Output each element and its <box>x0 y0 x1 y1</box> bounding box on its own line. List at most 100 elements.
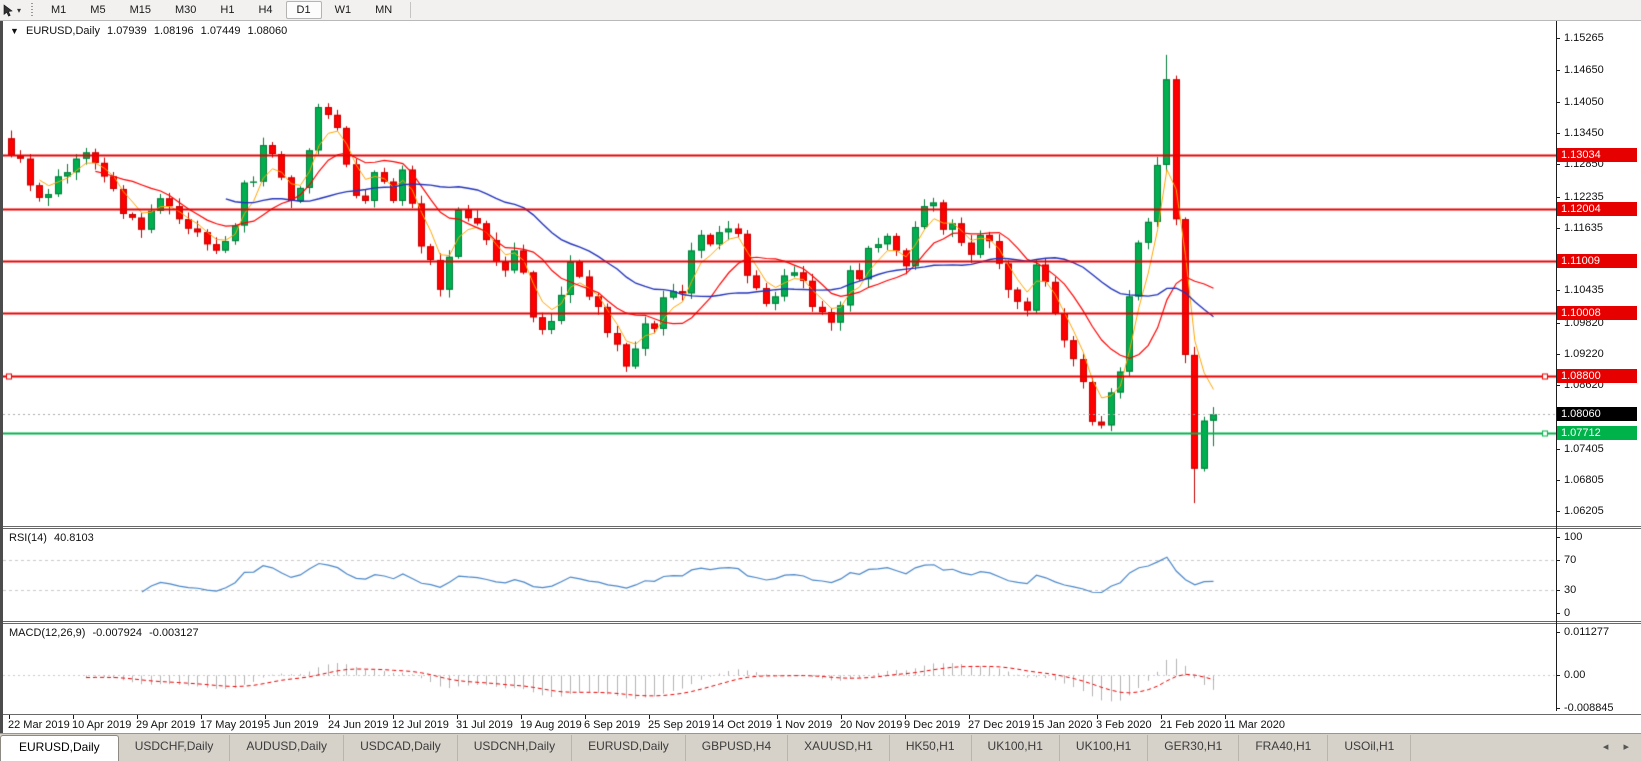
chart-tabs: EURUSD,Daily USDCHF,Daily AUDUSD,Daily USDC… <box>0 734 1412 761</box>
date-label: 27 Dec 2019 <box>968 719 1031 731</box>
chart-tab-gbpusd-h4[interactable]: GBPUSD,H4 <box>686 735 789 761</box>
macd-main-value: -0.007924 <box>92 627 143 639</box>
ohlc-close: 1.08060 <box>247 25 288 37</box>
resistance-line-badge[interactable]: 1.11009 <box>1557 254 1637 268</box>
resistance-line-badge[interactable]: 1.08800 <box>1557 369 1637 383</box>
axis-tick <box>1556 385 1560 386</box>
timeframe-button-m30[interactable]: M30 <box>174 4 197 16</box>
date-tick <box>841 715 842 719</box>
date-label: 29 Apr 2019 <box>136 719 196 731</box>
axis-tick <box>1556 613 1560 614</box>
date-label: 21 Feb 2020 <box>1160 719 1222 731</box>
date-label: 1 Nov 2019 <box>776 719 833 731</box>
resistance-line-badge[interactable]: 1.10008 <box>1557 306 1637 320</box>
price-tick-label: 1.11635 <box>1564 222 1603 234</box>
chart-tab-ger30-h1[interactable]: GER30,H1 <box>1148 735 1240 761</box>
toolbar-separator <box>410 2 412 18</box>
resistance-line-badge[interactable]: 1.12004 <box>1557 202 1637 216</box>
resistance-line-badge[interactable]: 1.13034 <box>1557 148 1637 162</box>
toolbar-grip-handle[interactable] <box>30 3 36 17</box>
date-tick <box>329 715 330 719</box>
rsi-canvas[interactable] <box>3 529 1556 621</box>
date-label: 22 Mar 2019 <box>8 719 70 731</box>
axis-tick <box>1556 133 1560 134</box>
date-label: 10 Apr 2019 <box>72 719 132 731</box>
chart-tab-eurusd-daily[interactable]: EURUSD,Daily <box>572 735 686 761</box>
timeframe-button-w1[interactable]: W1 <box>334 4 352 16</box>
chart-tab-audusd-daily[interactable]: AUDUSD,Daily <box>230 735 345 761</box>
timeframe-group: M1 M5 M15 M30 H1 H4 D1 W1 MN <box>39 1 404 19</box>
timeframe-button-m1[interactable]: M1 <box>51 4 67 16</box>
axis-tick <box>1556 675 1560 676</box>
rsi-label: RSI(14) 40.8103 <box>9 532 98 544</box>
date-label: 12 Jul 2019 <box>392 719 449 731</box>
pane-separator[interactable] <box>3 526 1641 529</box>
dropdown-arrow-icon: ▾ <box>17 5 22 15</box>
timeframe-button-h4[interactable]: H4 <box>258 4 273 16</box>
date-tick <box>905 715 906 719</box>
date-tick <box>1225 715 1226 719</box>
support-line-badge[interactable]: 1.07712 <box>1557 426 1637 440</box>
timeframe-button-mn[interactable]: MN <box>375 4 393 16</box>
price-tick-label: 1.07405 <box>1564 443 1604 455</box>
chart-tab-uk100-h1[interactable]: UK100,H1 <box>1060 735 1149 761</box>
date-label: 6 Sep 2019 <box>584 719 641 731</box>
drawing-tool-button[interactable]: ▾ <box>0 1 24 19</box>
date-label: 17 May 2019 <box>200 719 264 731</box>
chart-tab-usdcnh-daily[interactable]: USDCNH,Daily <box>458 735 573 761</box>
price-axis-line <box>1556 21 1557 711</box>
ohlc-high: 1.08196 <box>153 25 194 37</box>
tabs-scroll-left-icon[interactable]: ◂ <box>1602 741 1615 753</box>
macd-canvas[interactable] <box>3 624 1556 714</box>
axis-tick <box>1556 164 1560 165</box>
price-tick-label: 1.06205 <box>1564 505 1604 517</box>
axis-tick <box>1556 560 1560 561</box>
main-chart-canvas[interactable] <box>3 21 1556 526</box>
price-tick-label: 1.12235 <box>1564 191 1604 203</box>
axis-tick <box>1556 449 1560 450</box>
date-tick <box>777 715 778 719</box>
axis-tick <box>1556 511 1560 512</box>
tabs-scroll-right-icon[interactable]: ▸ <box>1623 741 1635 753</box>
main-price-pane: ▼ EURUSD,Daily 1.07939 1.08196 1.07449 1… <box>3 21 1641 526</box>
current-price-badge: 1.08060 <box>1557 407 1637 421</box>
date-tick <box>9 715 10 719</box>
chart-tab-usdcad-daily[interactable]: USDCAD,Daily <box>344 735 458 761</box>
chart-tab-xauusd-h1[interactable]: XAUUSD,H1 <box>788 735 890 761</box>
date-tick <box>393 715 394 719</box>
axis-tick <box>1556 708 1560 709</box>
axis-tick <box>1556 354 1560 355</box>
rsi-tick-label: 30 <box>1564 584 1577 596</box>
date-tick <box>713 715 714 719</box>
macd-label: MACD(12,26,9) -0.007924 -0.003127 <box>9 627 203 639</box>
axis-tick <box>1556 197 1560 198</box>
chart-tab-fra40-h1[interactable]: FRA40,H1 <box>1239 735 1329 761</box>
ohlc-open: 1.07939 <box>107 25 147 37</box>
timeframe-button-d1[interactable]: D1 <box>285 1 322 19</box>
collapse-arrow-icon[interactable]: ▼ <box>10 26 19 36</box>
macd-pane: MACD(12,26,9) -0.007924 -0.003127 <box>3 624 1641 714</box>
date-label: 31 Jul 2019 <box>456 719 513 731</box>
timeframe-button-m15[interactable]: M15 <box>129 4 151 16</box>
timeframe-button-h1[interactable]: H1 <box>220 4 235 16</box>
chart-tab-usoil-h1[interactable]: USOil,H1 <box>1328 735 1412 761</box>
axis-tick <box>1556 632 1560 633</box>
rsi-tick-label: 0 <box>1564 607 1571 619</box>
chart-tab-hk50-h1[interactable]: HK50,H1 <box>890 735 972 761</box>
chart-tab-bar: EURUSD,Daily USDCHF,Daily AUDUSD,Daily USDC… <box>0 733 1641 762</box>
date-tick <box>1161 715 1162 719</box>
rsi-tick-label: 70 <box>1564 554 1577 566</box>
macd-name: MACD(12,26,9) <box>9 627 86 639</box>
date-tick <box>1097 715 1098 719</box>
macd-signal-value: -0.003127 <box>149 627 199 639</box>
date-tick <box>1033 715 1034 719</box>
ohlc-low: 1.07449 <box>200 25 241 37</box>
timeframe-button-m5[interactable]: M5 <box>90 4 106 16</box>
price-tick-label: 1.09820 <box>1564 317 1604 329</box>
chart-tab-eurusd-daily[interactable]: EURUSD,Daily <box>0 735 119 761</box>
pane-separator[interactable] <box>3 621 1641 624</box>
chart-tab-usdchf-daily[interactable]: USDCHF,Daily <box>119 735 231 761</box>
chart-tab-uk100-h1[interactable]: UK100,H1 <box>972 735 1060 761</box>
date-tick <box>137 715 138 719</box>
